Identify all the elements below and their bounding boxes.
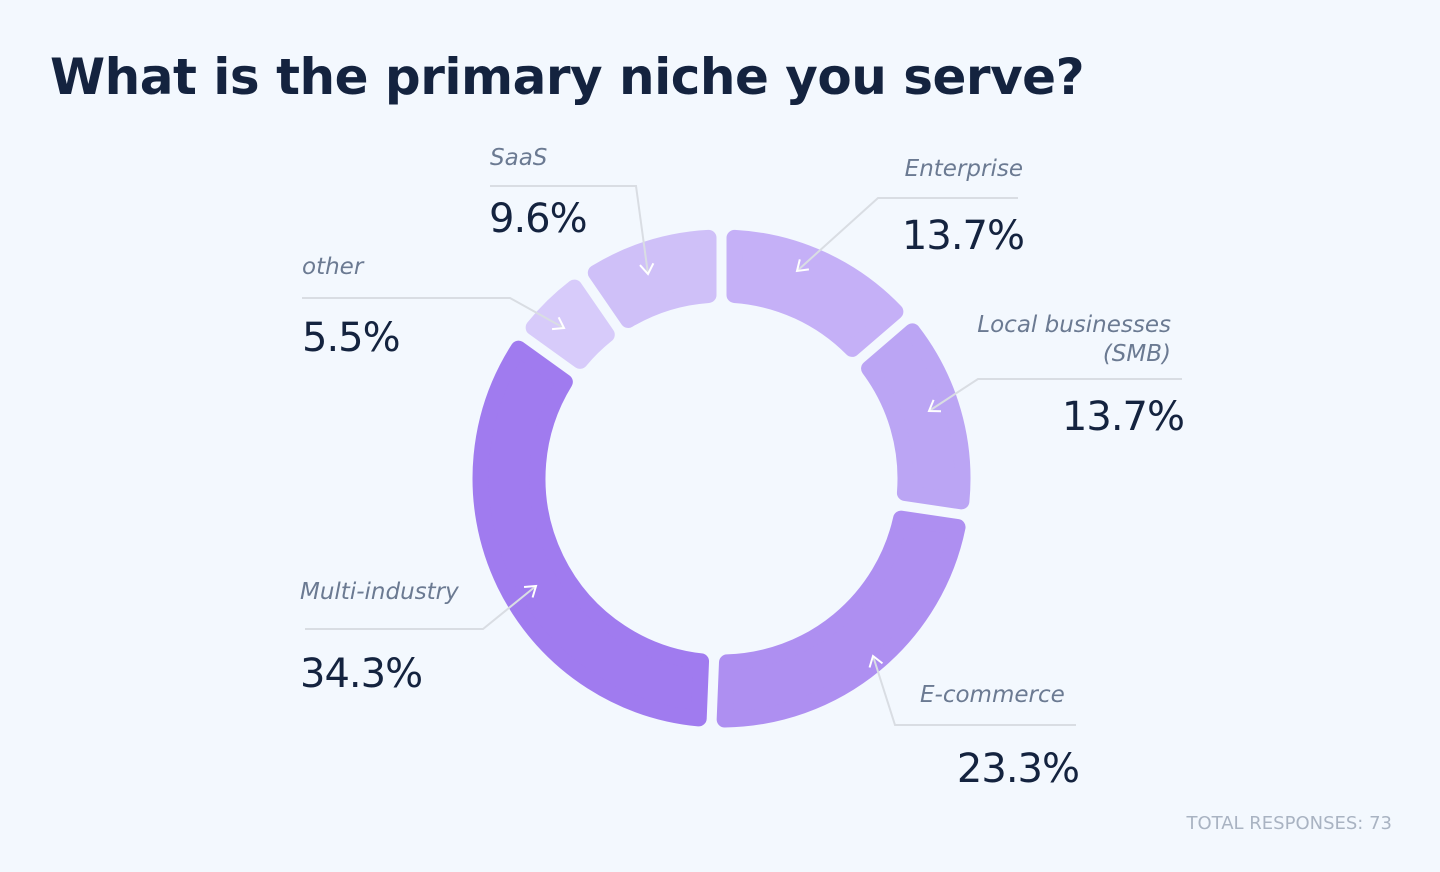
- label-saas: SaaS: [490, 145, 548, 171]
- arrow-saas-icon: [639, 262, 655, 276]
- label-enterprise: Enterprise: [904, 156, 1023, 182]
- total-responses: TOTAL RESPONSES: 73: [1186, 813, 1392, 834]
- leader-ecommerce: [872, 655, 1076, 726]
- leader-saas: [490, 185, 649, 275]
- arrow-multi-icon: [523, 584, 538, 598]
- arrow-other-icon: [551, 316, 566, 331]
- donut-slice-other: [525, 279, 615, 369]
- donut-slice-saas: [587, 229, 717, 328]
- donut-slice-local-businesses-smb: [861, 323, 971, 510]
- label-multi-industry: Multi-industry: [300, 579, 459, 605]
- donut-slice-enterprise: [726, 229, 904, 357]
- leader-other: [302, 297, 565, 329]
- value-enterprise: 13.7%: [901, 213, 1025, 259]
- value-local-businesses: 13.7%: [1061, 394, 1185, 440]
- arrow-enterprise-icon: [795, 259, 810, 273]
- leader-enterprise: [796, 197, 1018, 272]
- label-e-commerce: E-commerce: [920, 682, 1065, 708]
- value-other: 5.5%: [302, 315, 401, 361]
- leader-multi: [305, 585, 537, 630]
- value-saas: 9.6%: [489, 196, 588, 242]
- chart-title: What is the primary niche you serve?: [50, 48, 1085, 106]
- arrow-ecommerce-icon: [868, 654, 884, 668]
- label-other: other: [302, 254, 364, 280]
- value-multi-industry: 34.3%: [300, 651, 423, 697]
- value-e-commerce: 23.3%: [956, 746, 1080, 792]
- arrow-local-icon: [927, 399, 942, 413]
- donut-slice-multi-industry: [472, 340, 710, 727]
- donut-slice-e-commerce: [716, 510, 966, 728]
- leader-local: [928, 378, 1182, 412]
- label-local-businesses: Local businesses (SMB): [977, 312, 1171, 367]
